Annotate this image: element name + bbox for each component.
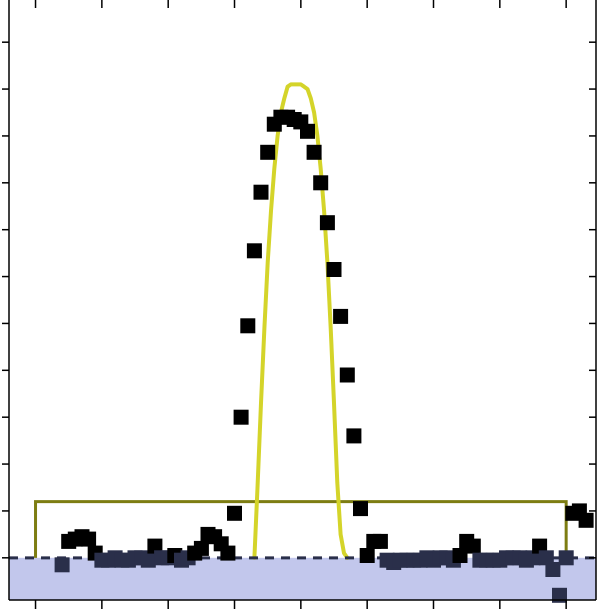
data-point (246, 243, 262, 259)
data-point (578, 512, 594, 528)
fit-curve (252, 82, 350, 560)
data-point (227, 505, 242, 521)
data-point (140, 552, 156, 568)
data-point (452, 548, 468, 563)
data-point (260, 144, 276, 160)
data-point (339, 367, 355, 383)
data-point (525, 550, 541, 566)
data-point (81, 531, 97, 547)
data-point (552, 587, 567, 603)
data-point (346, 428, 362, 444)
data-point (353, 501, 368, 517)
data-point (253, 184, 269, 200)
data-point (319, 215, 335, 231)
data-point (306, 144, 322, 160)
data-point (326, 262, 342, 277)
data-point (333, 308, 349, 324)
box-outline (34, 500, 568, 558)
data-point (313, 175, 329, 191)
data-point (558, 550, 574, 566)
data-point (233, 409, 249, 425)
data-point (538, 550, 554, 566)
data-point (359, 548, 375, 563)
box-layer (34, 500, 568, 558)
data-point (193, 540, 209, 556)
marker-layer (54, 109, 594, 603)
data-point (300, 123, 315, 139)
data-point (545, 562, 561, 577)
data-point (532, 538, 548, 554)
data-point (147, 538, 163, 554)
fit-curve-layer (252, 82, 350, 560)
data-point (220, 545, 236, 561)
data-point (465, 538, 481, 554)
data-point (372, 533, 388, 549)
data-point (54, 557, 70, 573)
data-point (240, 318, 256, 334)
